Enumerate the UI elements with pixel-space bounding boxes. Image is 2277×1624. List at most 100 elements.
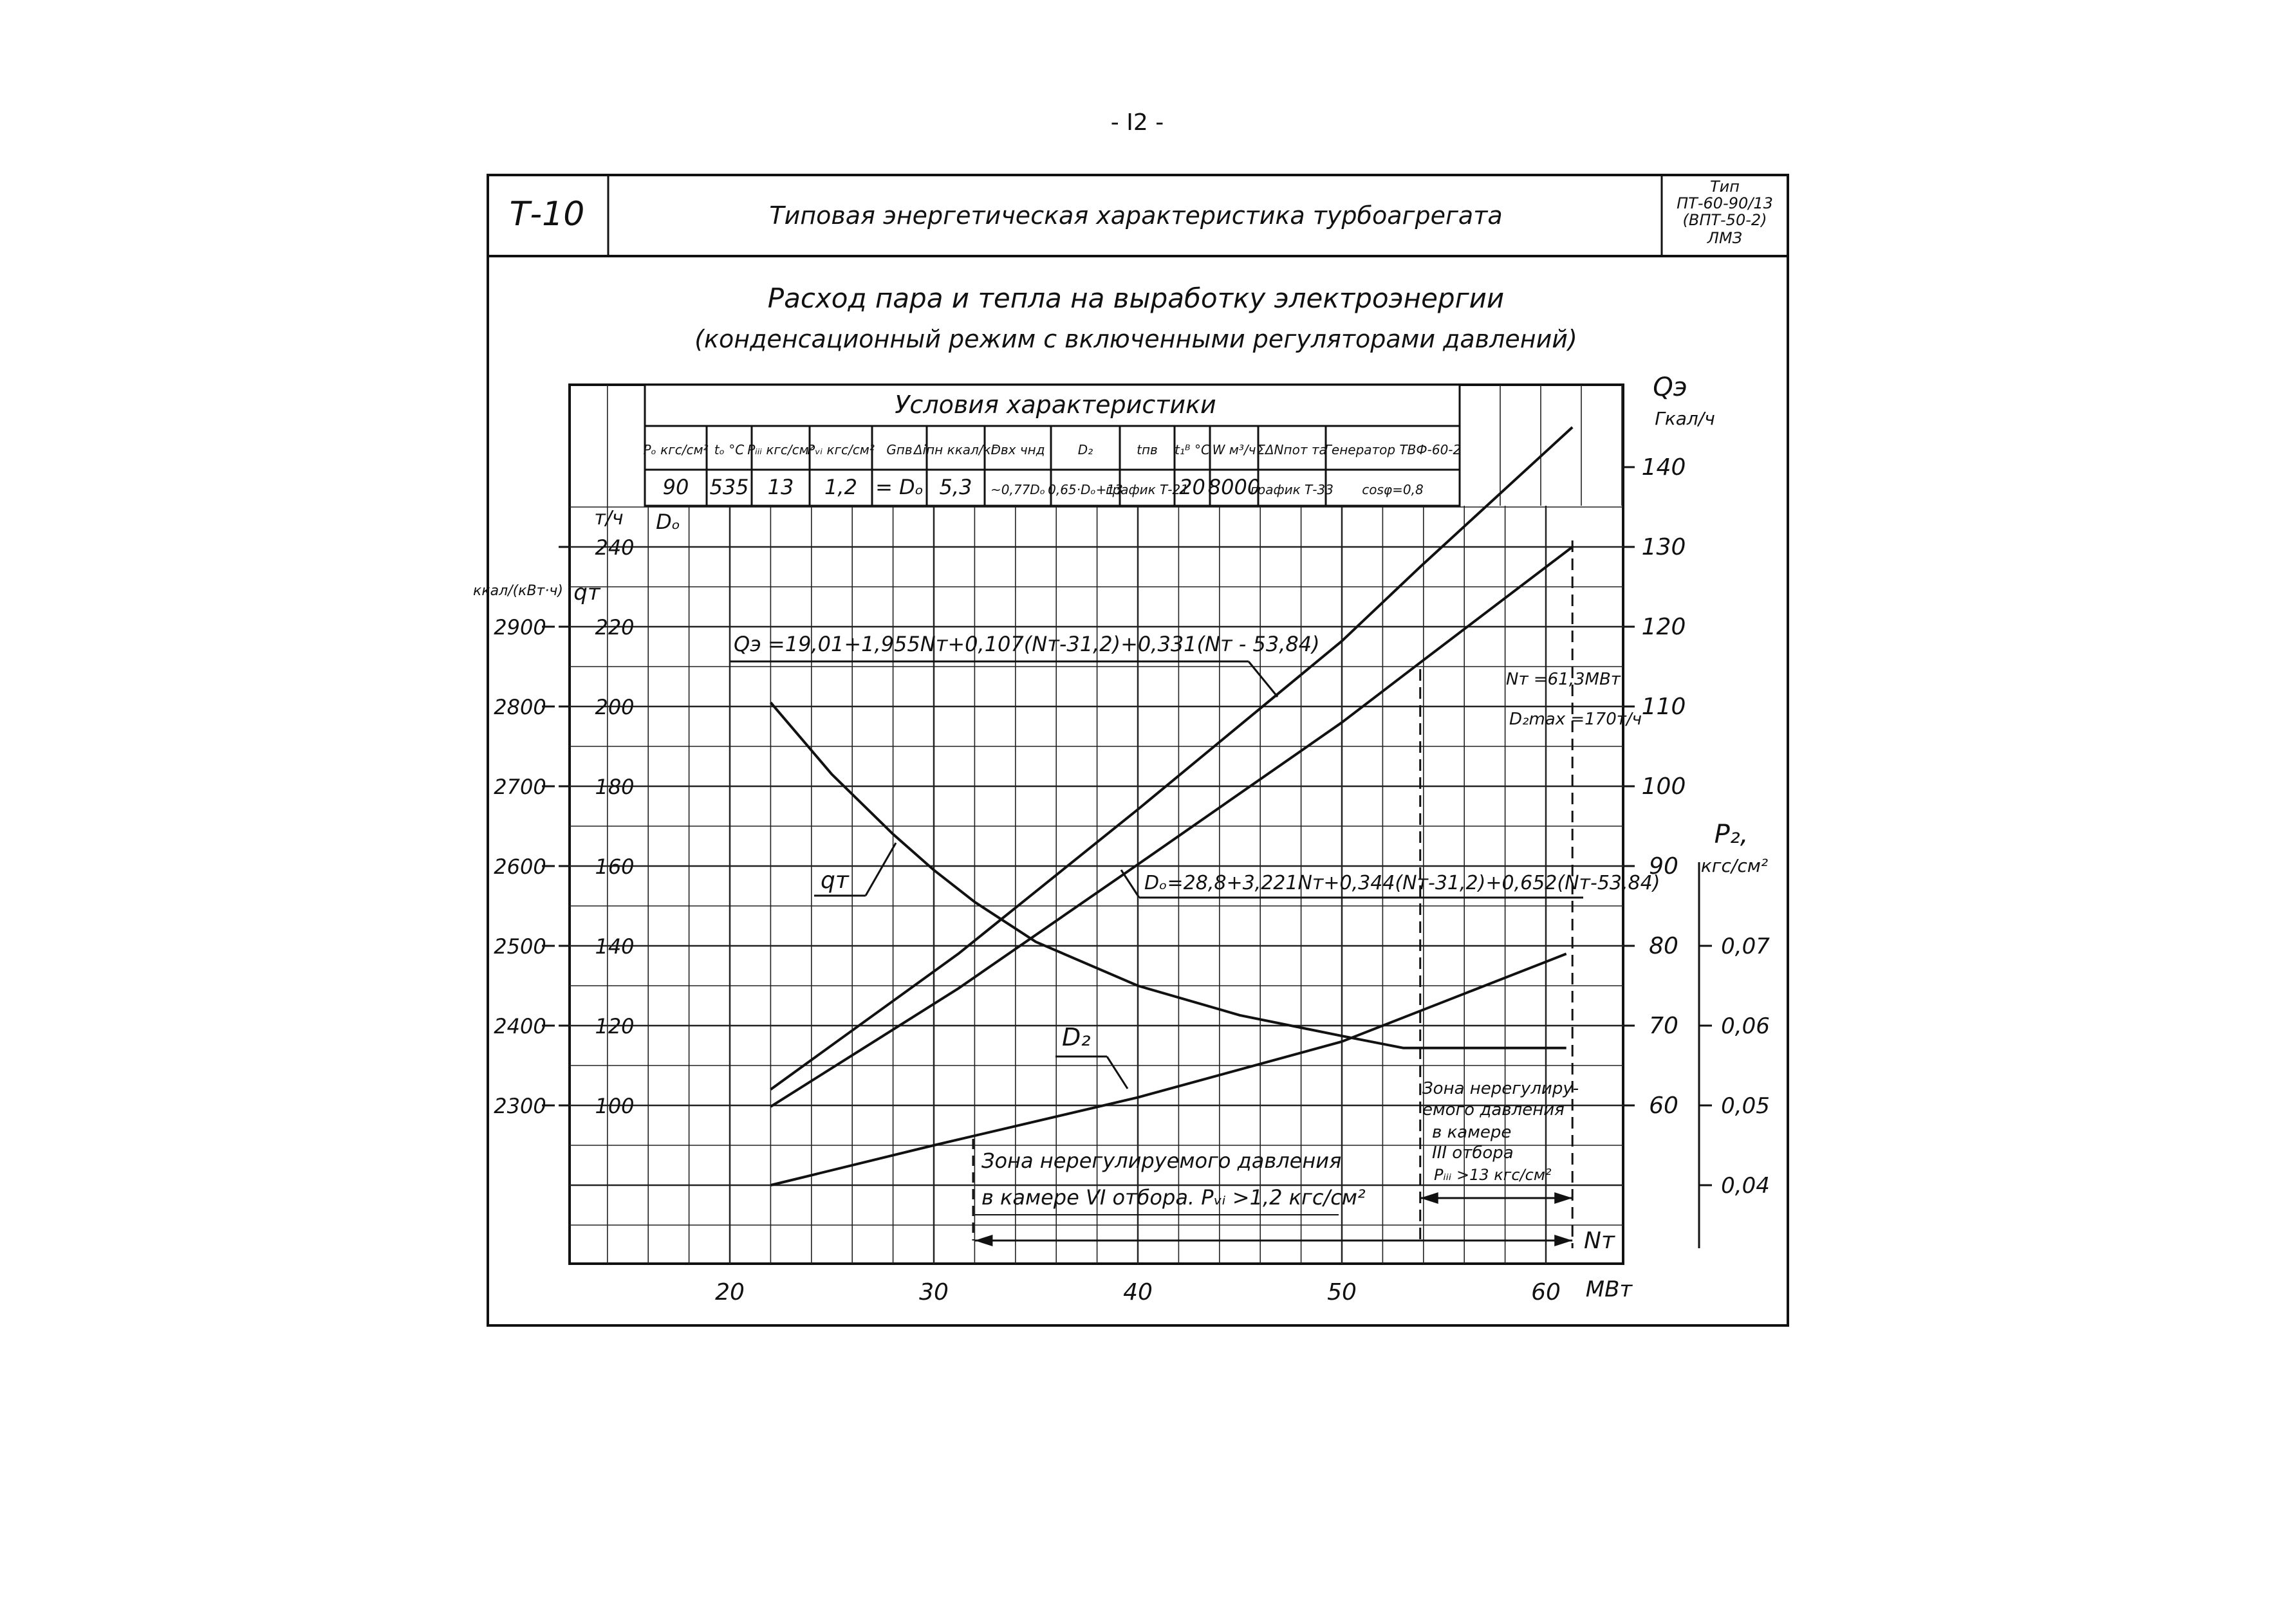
condition-value-3: 1,2	[824, 475, 857, 499]
right-q-tick-70: 70	[1649, 1013, 1678, 1039]
d0-formula-leader	[1120, 869, 1140, 898]
qe-curve	[770, 426, 1574, 1091]
condition-value-5: 5,3	[940, 475, 972, 499]
conditions-title: Условия характеристики	[895, 391, 1216, 419]
left-d-label: Dₒ	[656, 510, 680, 534]
header-title: Типовая энергетическая характеристика ту…	[769, 201, 1502, 230]
condition-value-2: 13	[768, 475, 794, 499]
right-q-unit: Гкал/ч	[1655, 408, 1715, 429]
d2-label-leader	[1106, 1056, 1129, 1089]
zone-iii-arrowhead-left	[1420, 1192, 1438, 1204]
header-type-line-3: (ВПТ-50-2)	[1682, 211, 1767, 229]
left-q-tick-2900: 2900	[494, 615, 546, 640]
left-q-tick-2800: 2800	[494, 695, 546, 719]
left-q-tick-2600: 2600	[494, 854, 546, 879]
right-p-tick-0,04: 0,04	[1721, 1173, 1770, 1199]
condition-header-8: tпв	[1137, 442, 1158, 457]
condition-header-7: D₂	[1078, 442, 1093, 457]
right-p-tick-0,06: 0,06	[1721, 1013, 1770, 1039]
qe-formula: Qэ =19,01+1,955Nт+0,107(Nт-31,2)+0,331(N…	[734, 632, 1320, 656]
x-tick-30: 30	[919, 1279, 949, 1306]
zone-vi-arrowhead-left	[974, 1235, 993, 1246]
right-p-tick-0,05: 0,05	[1721, 1093, 1770, 1119]
chart-title: Расход пара и тепла на выработку электро…	[768, 282, 1504, 314]
zone-iii-annotation: Зона нерегулиру- емого давления в камере…	[1422, 1079, 1579, 1184]
left-q-tick-2400: 2400	[494, 1014, 546, 1038]
zone-vi-arrowhead-right	[1554, 1235, 1573, 1246]
condition-value-10: 8000	[1208, 475, 1260, 499]
header-type-line-4: ЛМЗ	[1707, 229, 1742, 247]
qt-label-leader	[864, 842, 897, 896]
d2-curve	[770, 952, 1567, 1186]
d2-label: D₂	[1062, 1023, 1091, 1051]
svg-text:емого давления: емого давления	[1422, 1100, 1565, 1120]
condition-header-4: Gпв	[886, 442, 912, 457]
condition-header-1: tₒ °C	[714, 442, 744, 457]
svg-text:III отбора: III отбора	[1432, 1143, 1514, 1163]
header-type-line-1: Тип	[1710, 178, 1740, 196]
condition-value-7: 0,65·Dₒ+13	[1048, 482, 1123, 497]
right-q-tick-110: 110	[1642, 694, 1686, 720]
condition-header-11: ΣΔNпот та	[1257, 442, 1327, 457]
left-d-tick-100: 100	[595, 1094, 634, 1118]
svg-text:Pᵢᵢᵢ >13 кгс/см²: Pᵢᵢᵢ >13 кгс/см²	[1434, 1166, 1552, 1184]
left-d-tick-220: 220	[595, 615, 634, 640]
condition-header-6: Dвх чнд	[990, 442, 1045, 457]
left-q-tick-2500: 2500	[494, 934, 546, 959]
right-q-tick-80: 80	[1649, 933, 1678, 959]
left-q-tick-2700: 2700	[494, 775, 546, 799]
header-code: Т-10	[510, 195, 585, 234]
svg-text:Зона нерегулируемого давления: Зона нерегулируемого давления	[981, 1149, 1341, 1173]
x-axis-unit: МВт	[1586, 1277, 1633, 1302]
left-d-tick-160: 160	[595, 854, 634, 879]
condition-header-9: t₁ᴮ °C	[1175, 442, 1210, 457]
d0-formula: Dₒ=28,8+3,221Nт+0,344(Nт-31,2)+0,652(Nт-…	[1144, 872, 1660, 894]
max-line-1: Nт =61,3МВт	[1506, 670, 1621, 689]
sheet-frame	[487, 174, 1789, 1327]
header-type-line-2: ПТ-60-90/13	[1677, 194, 1773, 212]
right-q-tick-140: 140	[1642, 454, 1686, 481]
x-tick-50: 50	[1327, 1279, 1357, 1306]
condition-value-4: = Dₒ	[875, 475, 924, 499]
condition-header-0: Pₒ кгс/см²	[643, 442, 708, 457]
right-q-label: Qэ	[1653, 373, 1687, 402]
svg-text:в камере: в камере	[1432, 1123, 1511, 1142]
left-q-tick-2300: 2300	[494, 1094, 546, 1118]
condition-header-10: W м³/ч	[1213, 442, 1256, 457]
max-line-2: D₂max =170т/ч	[1509, 710, 1642, 729]
x-tick-40: 40	[1123, 1279, 1153, 1306]
right-q-tick-60: 60	[1649, 1093, 1678, 1119]
x-tick-60: 60	[1531, 1279, 1561, 1306]
svg-text:Зона нерегулиру-: Зона нерегулиру-	[1422, 1079, 1579, 1098]
left-d-tick-180: 180	[595, 775, 634, 799]
conditions-table: Условия характеристики Pₒ кгс/см² tₒ °C Pᵢ…	[643, 383, 1461, 507]
left-q-label: qт	[573, 580, 601, 605]
right-q-tick-100: 100	[1642, 773, 1686, 800]
right-p-tick-0,07: 0,07	[1721, 934, 1770, 959]
right-q-tick-90: 90	[1649, 853, 1678, 880]
zone-vi-annotation: Зона нерегулируемого давления в камере V…	[972, 1139, 1366, 1241]
condition-header-12: Генератор ТВФ-60-2	[1324, 442, 1461, 457]
qe-formula-leader	[1247, 661, 1279, 697]
right-p-label: P₂,	[1715, 820, 1749, 849]
condition-value-0: 90	[663, 475, 689, 499]
svg-text:в камере VI отбора. Pᵥᵢ >1,2: в камере VI отбора. Pᵥᵢ >1,2 кгс/см²	[981, 1185, 1366, 1210]
condition-value-6: ~0,77Dₒ	[990, 482, 1045, 497]
condition-header-3: Pᵥᵢ кгс/см²	[807, 442, 875, 457]
right-q-tick-130: 130	[1642, 534, 1686, 560]
condition-value-12: cosφ=0,8	[1362, 482, 1423, 497]
left-d-tick-120: 120	[595, 1014, 634, 1038]
left-d-tick-240: 240	[595, 535, 634, 560]
left-d-tick-200: 200	[595, 695, 634, 719]
condition-header-5: Δiпн ккал/кг	[913, 442, 998, 457]
plot-grid	[570, 385, 1623, 1264]
condition-header-2: Pᵢᵢᵢ кгс/см²	[747, 442, 814, 457]
qt-label: qт	[821, 867, 850, 894]
right-p-unit: кгс/см²	[1701, 855, 1768, 876]
page-number: - I2 -	[1111, 109, 1164, 136]
left-d-tick-140: 140	[595, 934, 634, 959]
d0-curve	[770, 546, 1574, 1108]
x-axis-label: Nт	[1584, 1228, 1615, 1254]
left-q-unit: ккал/(кВт·ч)	[473, 583, 563, 599]
